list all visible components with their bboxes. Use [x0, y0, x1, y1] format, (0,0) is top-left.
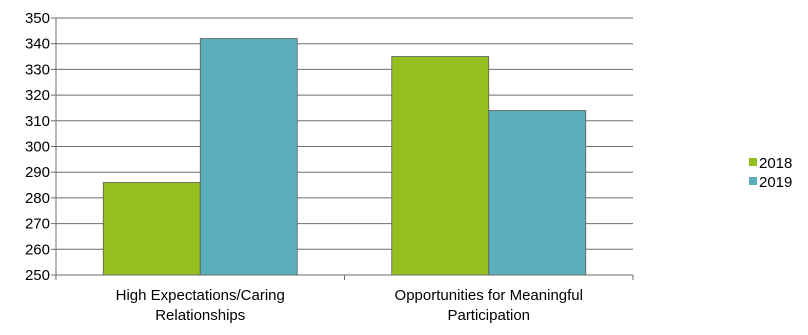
bar-2018-1 [102, 182, 201, 276]
bar-2018-2 [391, 56, 490, 276]
legend-label-2018: 2018 [759, 155, 792, 172]
y-tick-label: 290 [25, 164, 50, 181]
bar-2019-1 [199, 38, 298, 276]
x-category-label-line: Participation [447, 307, 530, 324]
y-tick-label: 330 [25, 61, 50, 78]
axes [51, 17, 634, 280]
x-category-label: Opportunities for Meaningful Participatio… [395, 287, 583, 324]
x-category-label-line: High Expectations/Caring [116, 287, 285, 304]
y-tick-label: 260 [25, 241, 50, 258]
y-tick-label: 300 [25, 139, 50, 156]
legend-label-2019: 2019 [759, 174, 792, 191]
x-category-label-line: Relationships [155, 307, 245, 324]
x-category-label-line: Opportunities for Meaningful [395, 287, 583, 304]
bar-2019-2 [488, 110, 587, 276]
legend-swatch-2018 [749, 158, 757, 166]
y-tick-label: 340 [25, 36, 50, 53]
x-category-label: High Expectations/Caring Relationships [116, 287, 285, 324]
y-tick-label: 350 [25, 10, 50, 27]
y-tick-label: 310 [25, 113, 50, 130]
y-tick-label: 250 [25, 267, 50, 284]
y-axis-tick-labels: 250 260 270 280 290 300 310 320 330 340 350 [25, 10, 50, 284]
legend-swatch-2019 [749, 177, 757, 185]
y-tick-label: 320 [25, 87, 50, 104]
y-tick-label: 270 [25, 216, 50, 233]
legend: 2018 2019 [749, 155, 792, 191]
x-axis-category-labels: High Expectations/Caring Relationships Opp… [116, 287, 583, 324]
y-tick-label: 280 [25, 190, 50, 207]
bars [102, 38, 587, 276]
